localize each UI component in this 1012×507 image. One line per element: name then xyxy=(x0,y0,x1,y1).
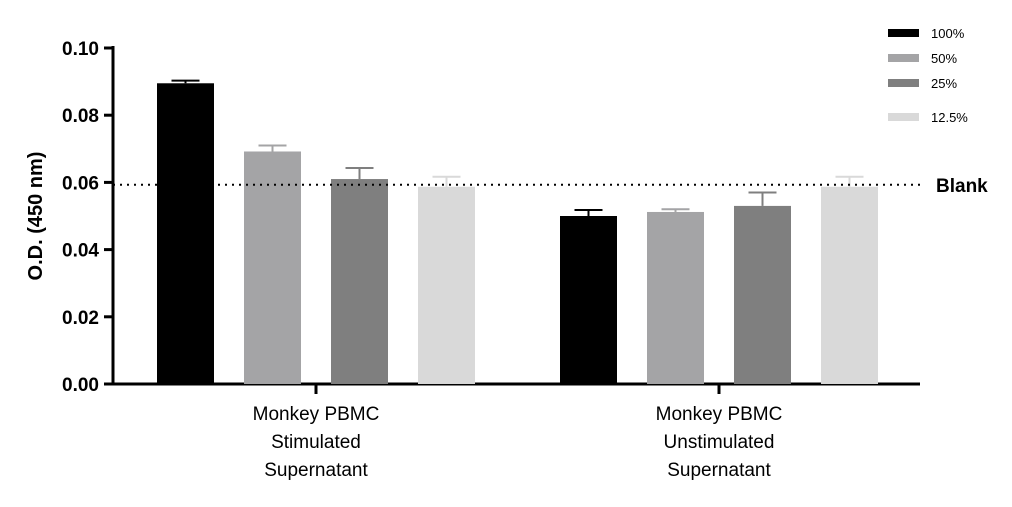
bar xyxy=(647,211,704,384)
x-category-label: Monkey PBMC xyxy=(656,404,783,425)
bar xyxy=(821,186,878,384)
y-tick-label: 0.04 xyxy=(62,241,99,262)
x-category-label: Supernatant xyxy=(667,460,771,481)
y-tick-label: 0.06 xyxy=(62,173,99,194)
x-category-label: Monkey PBMC xyxy=(253,404,380,425)
y-axis-title: O.D. (450 nm) xyxy=(25,152,47,281)
legend-label: 100% xyxy=(931,26,965,41)
x-category-label: Stimulated xyxy=(271,432,361,453)
bar xyxy=(734,205,791,384)
legend-swatch xyxy=(888,113,919,121)
y-tick-label: 0.10 xyxy=(62,39,99,60)
bar xyxy=(157,83,214,384)
x-category-label: Unstimulated xyxy=(664,432,775,453)
x-category-label: Supernatant xyxy=(264,460,368,481)
legend-label: 50% xyxy=(931,51,957,66)
bar xyxy=(244,151,301,384)
legend-label: 12.5% xyxy=(931,110,968,125)
legend-swatch xyxy=(888,29,919,37)
bar xyxy=(331,179,388,384)
y-tick-label: 0.00 xyxy=(62,375,99,396)
y-tick-label: 0.02 xyxy=(62,308,99,329)
legend-swatch xyxy=(888,54,919,62)
y-tick-label: 0.08 xyxy=(62,106,99,127)
bar xyxy=(560,216,617,384)
bar xyxy=(418,186,475,384)
legend-label: 25% xyxy=(931,76,957,91)
blank-reference-label: Blank xyxy=(936,176,988,197)
legend-swatch xyxy=(888,79,919,87)
